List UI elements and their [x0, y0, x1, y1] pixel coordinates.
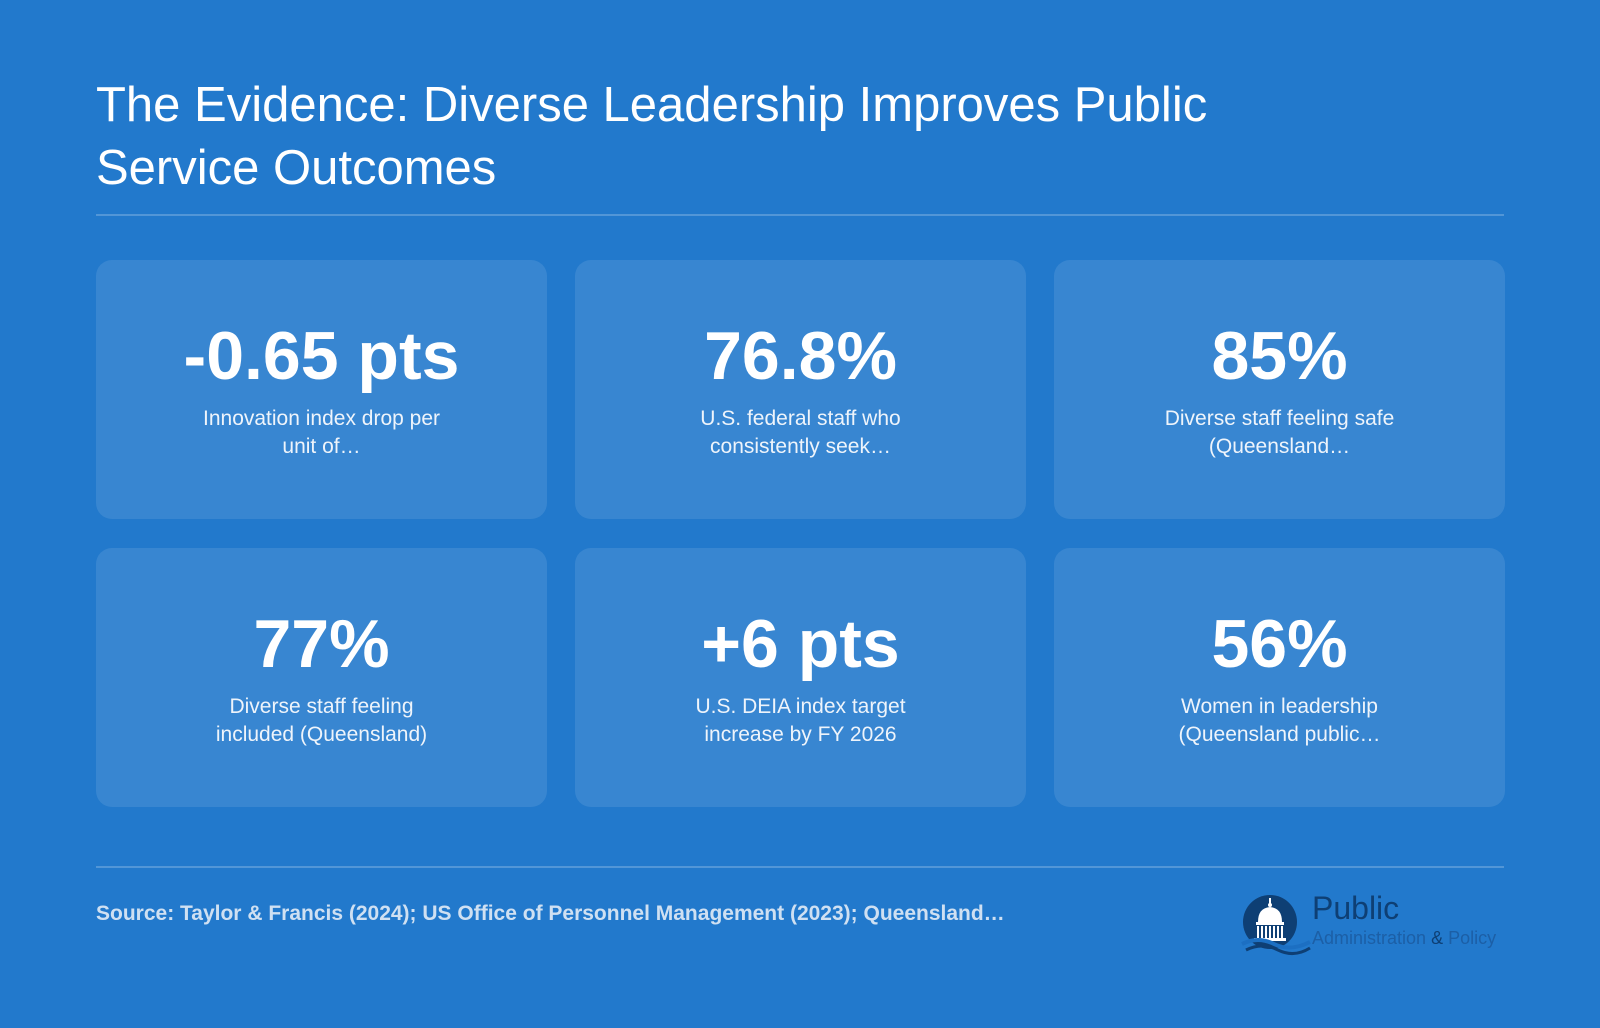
stat-card-deia-target: +6 pts U.S. DEIA index target increase b…	[575, 548, 1026, 807]
title-divider	[96, 214, 1504, 216]
stat-value: +6 pts	[701, 605, 900, 682]
stat-value: 85%	[1211, 317, 1348, 394]
stat-label: Diverse staff feeling safe (Queensland…	[1164, 406, 1395, 458]
stat-value: 77%	[253, 605, 390, 682]
organization-logo: Public Administration & Policy	[1240, 890, 1510, 960]
stat-value: -0.65 pts	[183, 317, 460, 394]
logo-sub-amp: &	[1431, 928, 1444, 948]
stat-value: 76.8%	[704, 317, 897, 394]
stat-label: U.S. federal staff who consistently seek…	[700, 406, 901, 458]
stat-card-innovation: -0.65 pts Innovation index drop per unit…	[96, 260, 547, 519]
stat-label: Women in leadership (Queensland public…	[1178, 694, 1381, 746]
stat-label: U.S. DEIA index target increase by FY 20…	[695, 694, 906, 746]
logo-sub-left: Administration	[1312, 928, 1427, 948]
stat-label: Innovation index drop per unit of…	[203, 406, 440, 458]
capitol-dome-icon	[1241, 895, 1311, 955]
logo-subtitle: Administration & Policy	[1312, 928, 1496, 949]
stat-label: Diverse staff feeling included (Queensla…	[215, 694, 428, 746]
stats-grid: -0.65 pts Innovation index drop per unit…	[96, 260, 1505, 807]
stat-card-federal-staff: 76.8% U.S. federal staff who consistentl…	[575, 260, 1026, 519]
stat-card-included: 77% Diverse staff feeling included (Quee…	[96, 548, 547, 807]
logo-wordmark: Public	[1312, 890, 1400, 926]
footer-divider	[96, 866, 1504, 868]
stat-value: 56%	[1211, 605, 1348, 682]
stat-card-safe: 85% Diverse staff feeling safe (Queensla…	[1054, 260, 1505, 519]
page-title: The Evidence: Diverse Leadership Improve…	[96, 78, 1208, 195]
logo-sub-right: Policy	[1448, 928, 1497, 948]
stat-card-women-leadership: 56% Women in leadership (Queensland publ…	[1054, 548, 1505, 807]
source-citation: Source: Taylor & Francis (2024); US Offi…	[96, 902, 1005, 925]
